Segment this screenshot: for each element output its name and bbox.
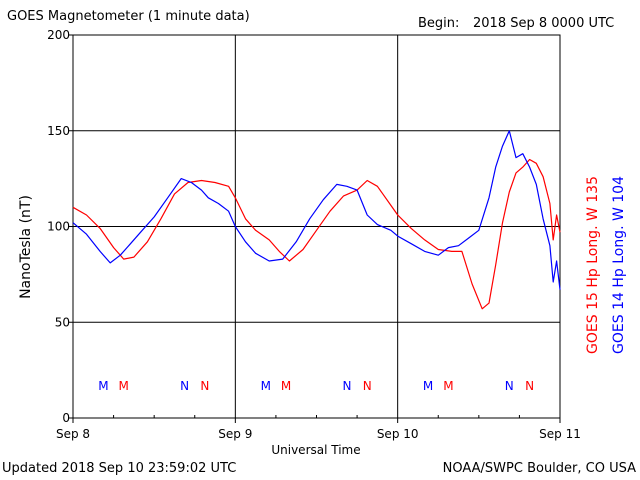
begin-label: Begin: bbox=[418, 16, 460, 31]
midnight-marker: M bbox=[443, 379, 453, 393]
y-tick-label: 50 bbox=[55, 315, 70, 329]
series-lines bbox=[72, 130, 561, 310]
legend-goes15: GOES 15 Hp Long. W 135 bbox=[585, 176, 601, 354]
x-axis-label: Universal Time bbox=[271, 443, 360, 457]
credit-text: NOAA/SWPC Boulder, CO USA bbox=[442, 461, 636, 476]
noon-marker: N bbox=[342, 379, 351, 393]
noon-marker: N bbox=[180, 379, 189, 393]
noon-marker: N bbox=[525, 379, 534, 393]
y-tick-label: 200 bbox=[47, 28, 70, 42]
series-line-goes14 bbox=[72, 130, 561, 290]
y-tick-label: 100 bbox=[47, 220, 70, 234]
chart-title: GOES Magnetometer (1 minute data) bbox=[7, 9, 250, 24]
noon-marker: N bbox=[505, 379, 514, 393]
begin-value: 2018 Sep 8 0000 UTC bbox=[473, 16, 615, 31]
y-axis-label: NanoTesla (nT) bbox=[18, 195, 34, 299]
y-tick-label: 150 bbox=[47, 124, 70, 138]
midnight-marker: M bbox=[119, 379, 129, 393]
x-tick-label: Sep 11 bbox=[539, 427, 581, 441]
legend-goes14: GOES 14 Hp Long. W 104 bbox=[611, 176, 627, 354]
noon-marker: N bbox=[363, 379, 372, 393]
y-tick-label: 0 bbox=[62, 411, 70, 425]
tick-labels: 0 50 100 150 200 Sep 8 Sep 9 Sep 10 Sep 11 bbox=[47, 28, 581, 441]
midnight-marker: M bbox=[261, 379, 271, 393]
updated-timestamp: Updated 2018 Sep 10 23:59:02 UTC bbox=[2, 461, 237, 476]
series-line-goes15 bbox=[72, 158, 561, 310]
x-tick-label: Sep 9 bbox=[218, 427, 252, 441]
x-tick-label: Sep 10 bbox=[377, 427, 419, 441]
grid bbox=[68, 34, 561, 423]
midnight-marker: M bbox=[423, 379, 433, 393]
noon-marker: N bbox=[200, 379, 209, 393]
x-tick-label: Sep 8 bbox=[56, 427, 90, 441]
midnight-marker: M bbox=[98, 379, 108, 393]
midnight-marker: M bbox=[281, 379, 291, 393]
